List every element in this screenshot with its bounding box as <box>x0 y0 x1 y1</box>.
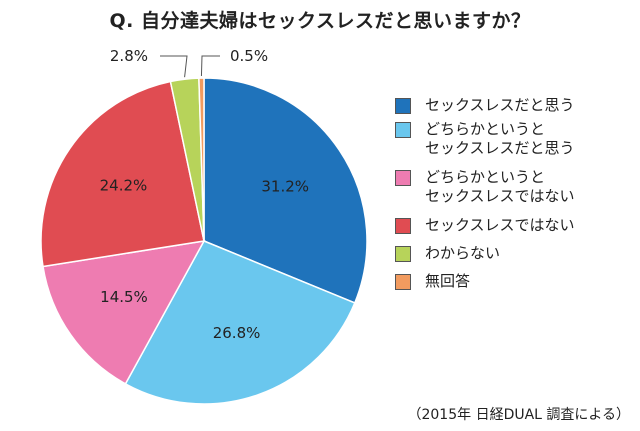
pie-slice <box>40 80 205 268</box>
legend-item: セックスレスではない <box>395 216 635 246</box>
legend-swatch <box>395 246 411 262</box>
slice-value-label: 14.5% <box>100 288 148 306</box>
legend-item: わからない <box>395 244 635 274</box>
slice-value-label: 2.8% <box>110 47 148 65</box>
legend-swatch <box>395 98 411 114</box>
legend: セックスレスだと思う どちらかというと セックスレスだと思う どちらかというと … <box>395 96 635 302</box>
legend-item: どちらかというと セックスレスだと思う <box>395 120 635 170</box>
pie-slice <box>198 77 205 242</box>
slice-value-label: 24.2% <box>100 177 148 195</box>
legend-swatch <box>395 218 411 234</box>
pie-slice <box>203 77 368 304</box>
label-leader-line <box>200 55 220 77</box>
legend-label: どちらかというと セックスレスではない <box>425 168 575 205</box>
legend-item: どちらかというと セックスレスではない <box>395 168 635 218</box>
legend-label: わからない <box>425 244 501 262</box>
legend-item: セックスレスだと思う <box>395 96 635 122</box>
legend-label: セックスレスではない <box>425 216 575 234</box>
legend-swatch <box>395 122 411 138</box>
pie-slice <box>42 240 206 385</box>
slice-value-label: 31.2% <box>261 178 309 196</box>
legend-swatch <box>395 274 411 290</box>
source-note: （2015年 日経DUAL 調査による） <box>407 407 630 423</box>
chart-title: Q. 自分達夫婦はセックスレスだと思いますか？ <box>109 10 531 32</box>
pie-slice <box>124 240 356 405</box>
label-leader-line <box>160 55 188 78</box>
legend-label: 無回答 <box>425 272 471 290</box>
slice-value-label: 0.5% <box>230 47 268 65</box>
legend-label: どちらかというと セックスレスだと思う <box>425 120 575 157</box>
legend-label: セックスレスだと思う <box>425 96 575 114</box>
legend-item: 無回答 <box>395 272 635 302</box>
legend-swatch <box>395 170 411 186</box>
slice-value-label: 26.8% <box>213 324 261 342</box>
